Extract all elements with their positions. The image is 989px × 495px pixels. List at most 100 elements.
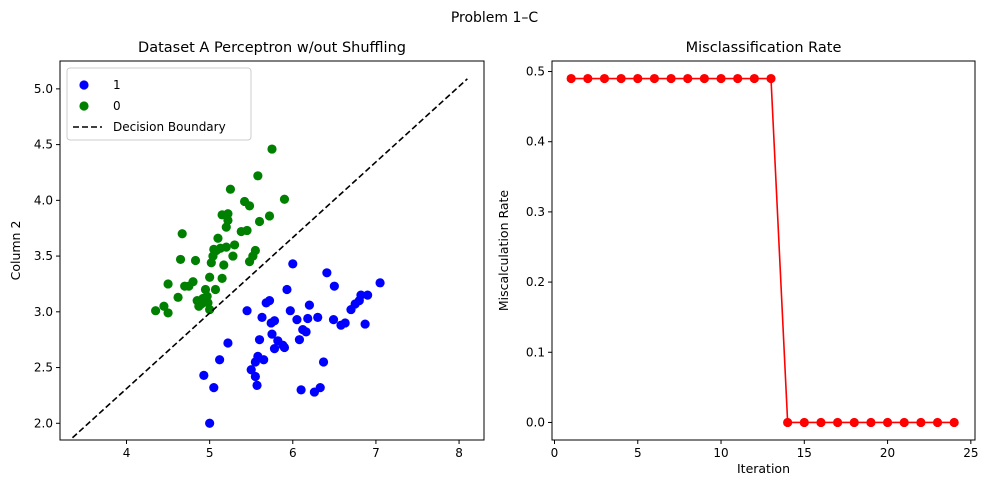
class-1-point (254, 335, 265, 345)
class-0-point (223, 209, 233, 219)
axes-frame (59, 60, 485, 441)
class-0-point (163, 308, 173, 318)
class-0-point (264, 211, 275, 221)
misclassification-point (599, 73, 610, 84)
class-1-point (328, 315, 339, 325)
misclassification-point (616, 73, 626, 84)
class-1-point (313, 312, 323, 322)
class-0-point (205, 304, 215, 315)
y-tick-label: 5.0 (34, 82, 53, 96)
class-1-point (340, 318, 350, 328)
x-tick-label: 0 (551, 446, 559, 460)
decision-boundary-line (71, 78, 468, 439)
y-axis-label: Column 2 (8, 221, 23, 281)
misclassification-point (649, 73, 660, 84)
class-0-point (163, 279, 173, 289)
misclassification-panel: 0 5 10 15 20 25 0.0 0.1 0.2 0.3 0.4 0.5 Misclassific… (496, 40, 978, 476)
misclassification-point (633, 73, 643, 84)
class-0-point (267, 144, 277, 154)
class-0-point (202, 291, 212, 301)
x-tick-label: 5 (206, 446, 214, 460)
y-tick-label: 2.5 (34, 361, 53, 375)
class-0-point (221, 242, 231, 252)
class-1-point (205, 418, 215, 428)
class-1-point (279, 342, 290, 353)
class-0-point (279, 194, 290, 204)
x-tick-label: 4 (123, 446, 131, 460)
x-tick-label: 20 (880, 446, 895, 460)
x-tick-label: 25 (963, 446, 978, 460)
misclassification-point (716, 73, 726, 84)
class-0-point (173, 292, 183, 302)
axes-frame (551, 60, 976, 441)
class-1-point (269, 343, 280, 354)
class-0-point (159, 301, 169, 311)
class-0-point (210, 284, 221, 295)
class-1-point (209, 383, 219, 393)
class-1-point (282, 284, 292, 295)
y-tick-label: 3.0 (34, 305, 53, 319)
class-1-point (285, 306, 295, 316)
y-tick-label: 0.2 (526, 275, 545, 289)
class-0-point (225, 184, 236, 194)
x-axis-label: Iteration (737, 461, 790, 476)
misclassification-point (916, 417, 926, 428)
misclassification-point (866, 417, 876, 428)
x-tick-label: 6 (289, 446, 297, 460)
misclassification-point (566, 73, 576, 84)
class-1-point (292, 315, 302, 325)
misclassification-point (583, 73, 593, 84)
figure-suptitle: Problem 1–C (451, 10, 539, 26)
x-tick-label: 5 (634, 446, 642, 460)
misclassification-point (949, 417, 959, 428)
class-1-point (318, 357, 329, 367)
class-0-point (175, 254, 186, 265)
x-tick-label: 10 (713, 446, 728, 460)
class-0-point (219, 260, 229, 270)
y-tick-label: 0.5 (526, 65, 545, 79)
class-0-point (229, 240, 240, 250)
class-1-point (304, 300, 315, 310)
class-0-point (205, 272, 215, 282)
legend-entry-label: 1 (113, 78, 121, 92)
legend-marker (79, 101, 89, 111)
class-1-point (360, 319, 370, 329)
class-0-point (223, 215, 233, 226)
scatter-panel: 4 5 6 7 8 2.0 2.5 3.0 3.5 4.0 4.5 5.0 Dataset A Perc… (8, 40, 485, 460)
class-1-point (264, 296, 275, 306)
class-1-point (375, 278, 385, 288)
misclassification-point (882, 417, 893, 428)
class-1-point (259, 355, 269, 365)
class-1-point (252, 380, 262, 390)
chart-title: Dataset A Perceptron w/out Shuffling (138, 40, 406, 56)
class-1-point (322, 268, 332, 278)
class-0-point (244, 201, 255, 211)
class-1-point (363, 290, 373, 300)
misclassification-point (849, 417, 859, 428)
y-tick-label: 4.0 (34, 193, 53, 207)
class-1-point (303, 313, 313, 324)
class-0-point (188, 277, 198, 287)
class-0-point (253, 171, 263, 181)
class-1-point (257, 312, 267, 322)
class-0-point (151, 306, 161, 316)
x-tick-label: 8 (455, 446, 463, 460)
legend-marker (79, 80, 89, 90)
class-1-point (246, 365, 256, 375)
class-1-point (215, 355, 225, 365)
y-axis-label: Miscalculation Rate (496, 190, 511, 312)
y-tick-label: 0.3 (526, 205, 545, 219)
class-1-point (267, 329, 277, 339)
class-1-point (288, 259, 298, 269)
class-1-point (356, 290, 366, 300)
legend-entry-label: 0 (113, 99, 121, 113)
scatter-plot-area (71, 78, 468, 439)
class-0-point (217, 273, 227, 283)
misclassification-point (899, 417, 909, 428)
y-tick-label: 0.4 (526, 135, 545, 149)
misclassification-point (766, 73, 776, 84)
class-1-point (329, 281, 339, 291)
class-1-point (223, 338, 233, 348)
misclassification-point (816, 417, 826, 428)
